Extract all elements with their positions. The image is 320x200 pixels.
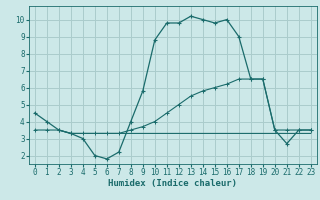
X-axis label: Humidex (Indice chaleur): Humidex (Indice chaleur): [108, 179, 237, 188]
